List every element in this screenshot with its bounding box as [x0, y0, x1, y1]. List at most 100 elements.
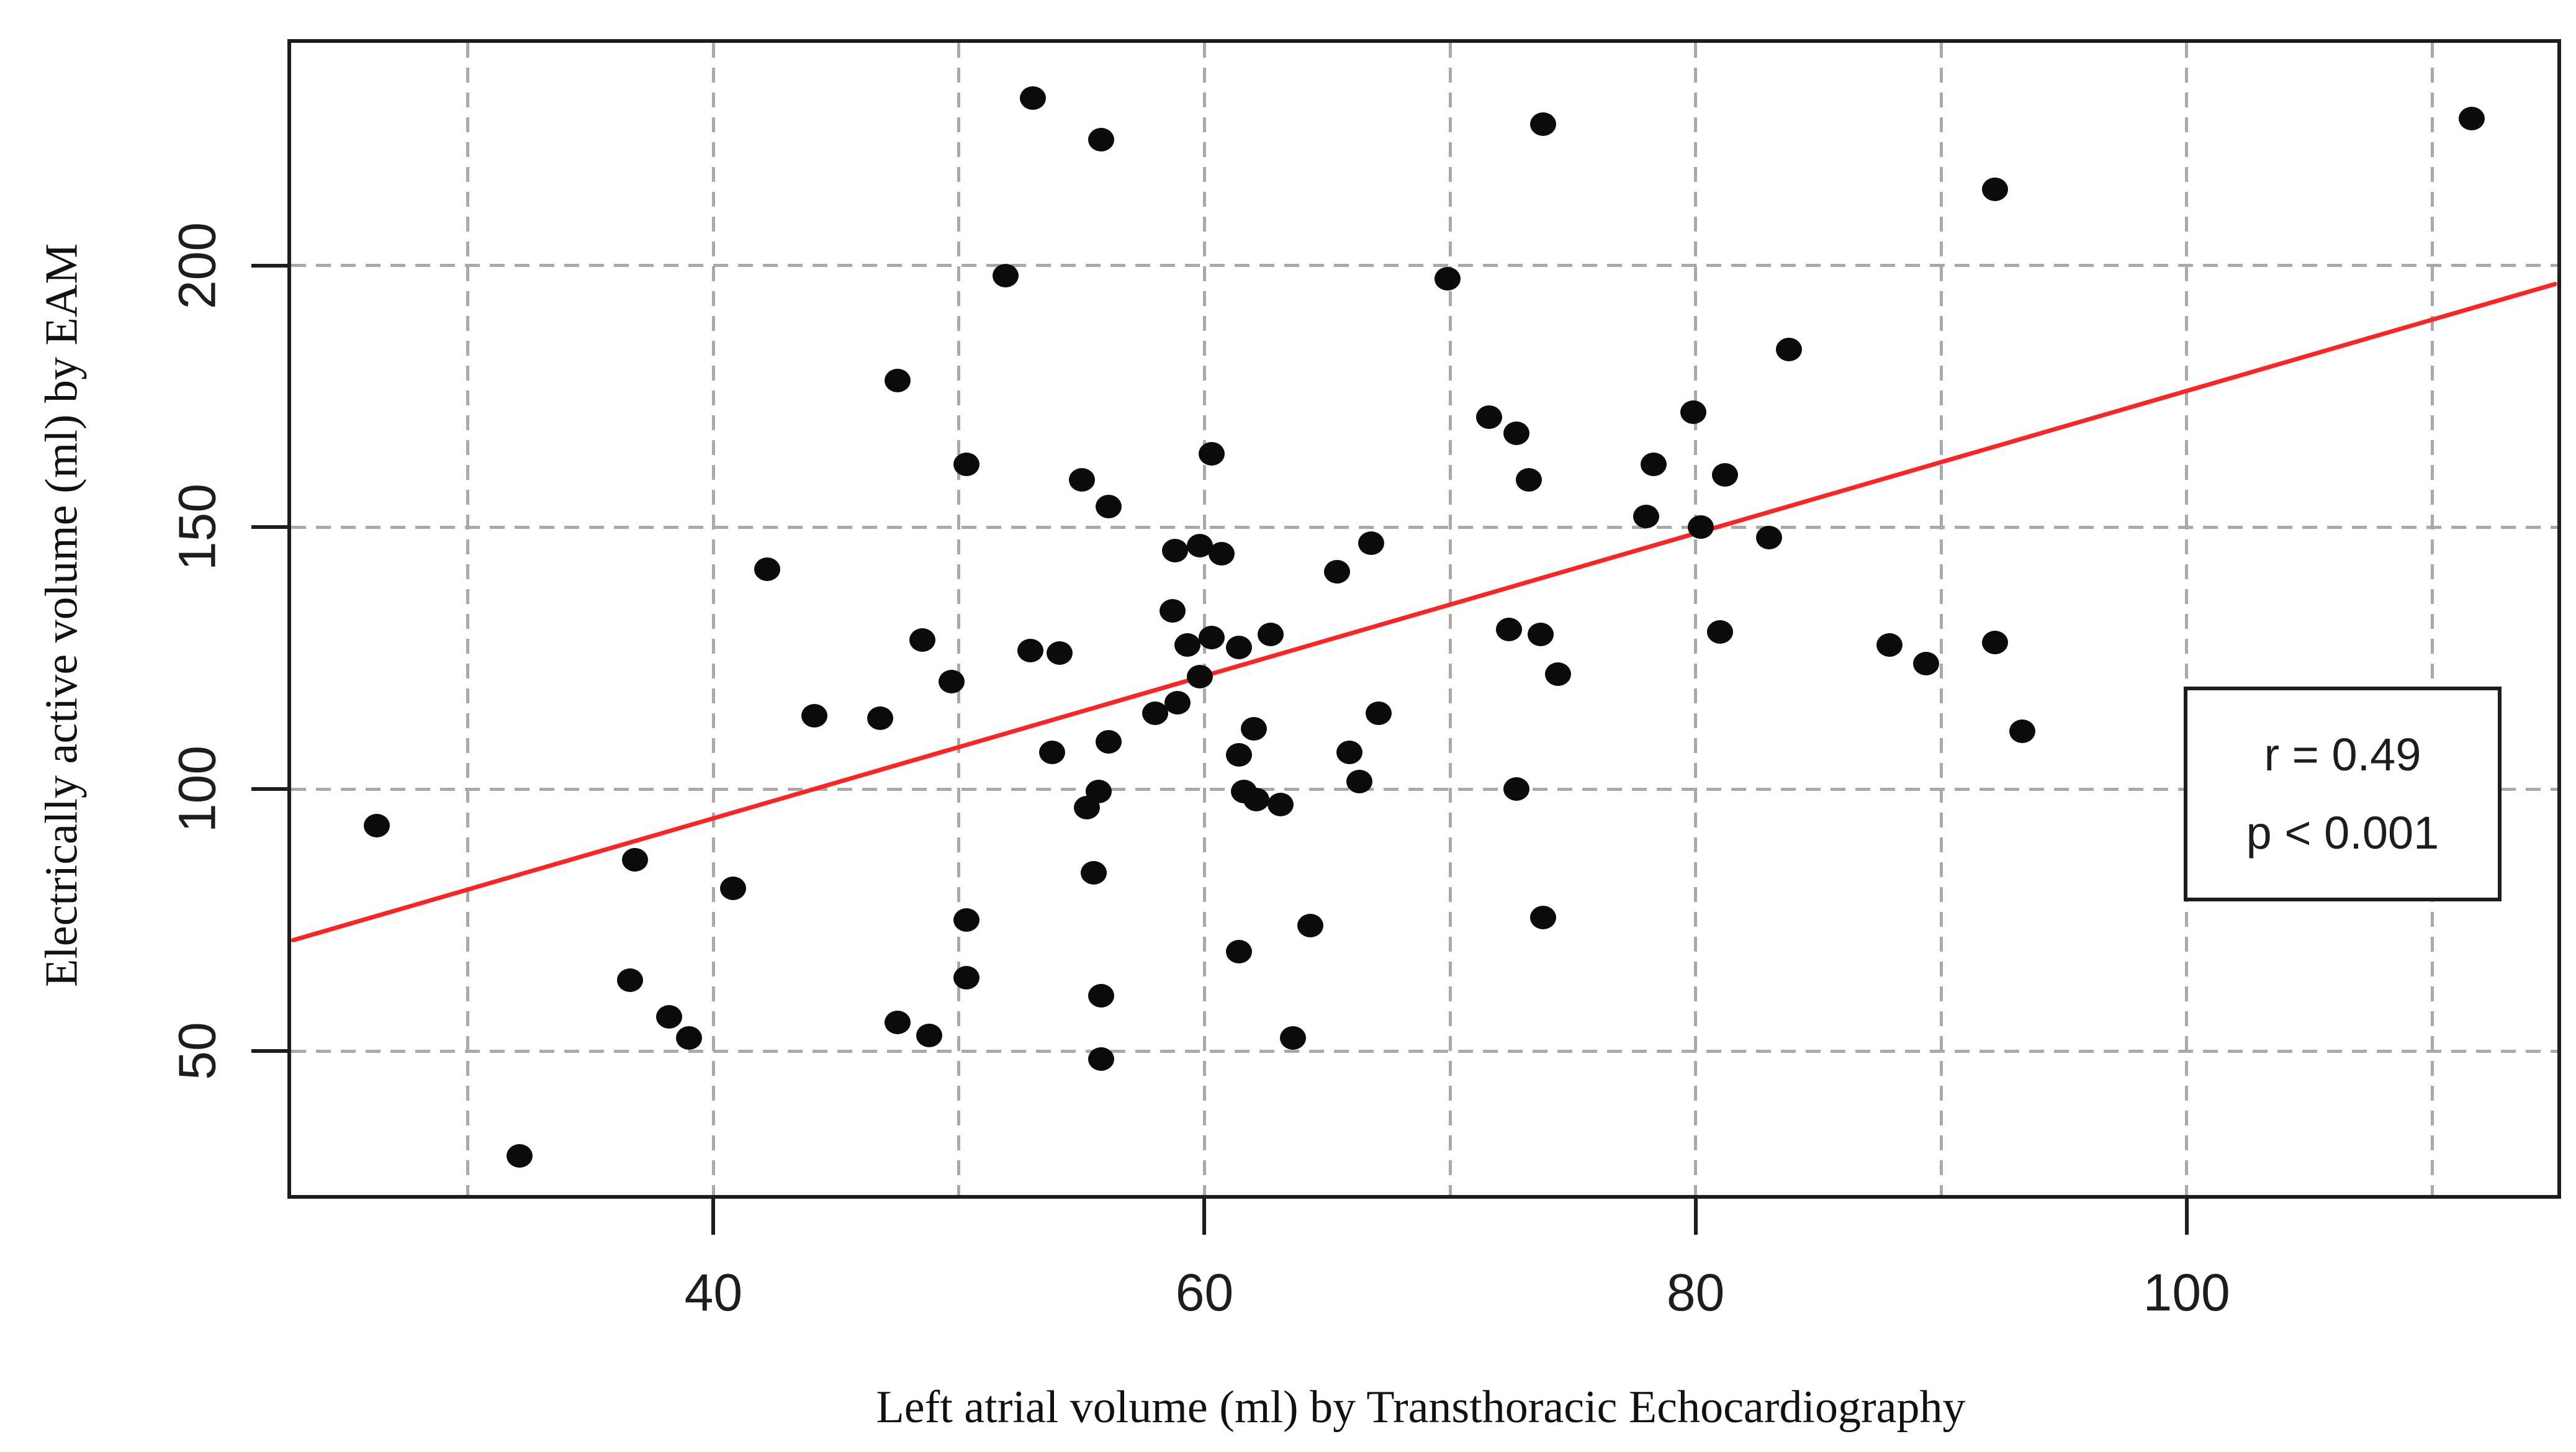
data-point [953, 965, 980, 990]
x-axis-tick [1202, 1199, 1207, 1235]
data-point [953, 453, 980, 477]
data-point [1086, 780, 1112, 804]
data-point [1366, 701, 1392, 725]
x-axis-tick [2184, 1199, 2189, 1235]
data-point [1068, 468, 1095, 492]
data-point [1324, 560, 1351, 584]
data-point [1081, 861, 1107, 885]
x-axis-tick [1693, 1199, 1698, 1235]
data-point [1982, 630, 2009, 654]
data-point [1174, 633, 1200, 657]
data-point [953, 908, 980, 932]
data-point [885, 369, 911, 393]
data-point [364, 814, 390, 838]
data-point [656, 1005, 683, 1029]
y-tick-label: 50 [168, 1022, 227, 1080]
data-point [1199, 442, 1225, 466]
data-point [1017, 638, 1043, 662]
data-point [1530, 905, 1557, 929]
vertical-gridline [2185, 43, 2189, 1195]
data-point [1707, 620, 1734, 644]
plot-area [287, 39, 2561, 1199]
data-point [1336, 741, 1362, 765]
vertical-gridline [1694, 43, 1698, 1195]
data-point [675, 1026, 702, 1050]
data-point [1503, 777, 1529, 801]
x-tick-label: 60 [1175, 1263, 1234, 1322]
data-point [867, 706, 894, 731]
vertical-gridline [1202, 43, 1206, 1195]
data-point [1186, 664, 1213, 688]
p-value: p < 0.001 [2246, 807, 2439, 859]
x-axis-tick [711, 1199, 716, 1235]
vertical-gridline [2430, 43, 2434, 1195]
y-tick-label: 100 [168, 746, 227, 833]
data-point [1495, 617, 1522, 641]
data-point [1712, 463, 1739, 487]
y-tick-label: 200 [168, 222, 227, 309]
data-point [1225, 939, 1252, 963]
data-point [1775, 337, 1802, 361]
vertical-gridline [711, 43, 715, 1195]
y-axis-tick [251, 525, 287, 530]
data-point [1225, 636, 1252, 660]
data-point [993, 264, 1019, 288]
data-point [1641, 453, 1667, 477]
data-point [2009, 719, 2035, 744]
y-axis-tick [251, 787, 287, 791]
horizontal-gridline [291, 264, 2557, 268]
data-point [1164, 690, 1191, 715]
vertical-gridline [1939, 43, 1943, 1195]
data-point [1240, 717, 1267, 741]
vertical-gridline [1448, 43, 1452, 1195]
x-tick-label: 100 [2143, 1263, 2230, 1322]
data-point [1503, 421, 1529, 445]
data-point [1199, 625, 1225, 649]
data-point [2458, 107, 2485, 131]
x-tick-label: 80 [1666, 1263, 1725, 1322]
x-tick-label: 40 [684, 1263, 743, 1322]
data-point [1096, 730, 1122, 754]
data-point [1687, 515, 1714, 539]
data-point [1039, 741, 1066, 765]
data-point [1142, 701, 1169, 725]
data-point [720, 877, 746, 901]
correlation-coefficient-value: r = 0.49 [2264, 729, 2421, 781]
data-point [916, 1023, 943, 1047]
data-point [1088, 984, 1115, 1008]
data-point [1358, 531, 1385, 555]
data-point [1019, 86, 1046, 110]
data-point [1096, 494, 1122, 518]
data-point [1279, 1026, 1306, 1050]
y-axis-title: Electrically active volume (ml) by EAM [36, 243, 88, 987]
stats-annotation-box: r = 0.49 p < 0.001 [2184, 687, 2502, 901]
data-point [1162, 539, 1188, 563]
y-axis-tick [251, 1049, 287, 1053]
data-point [1225, 743, 1252, 767]
data-point [1258, 623, 1284, 647]
data-point [616, 968, 643, 993]
data-point [1088, 128, 1115, 152]
y-axis-tick [251, 263, 287, 268]
data-point [1186, 533, 1213, 557]
horizontal-gridline [291, 787, 2557, 791]
data-point [1530, 112, 1557, 136]
vertical-gridline [957, 43, 961, 1195]
data-point [909, 628, 935, 652]
data-point [1528, 623, 1554, 647]
data-point [1680, 400, 1706, 424]
horizontal-gridline [291, 1049, 2557, 1053]
data-point [1633, 505, 1660, 529]
data-point [621, 848, 648, 872]
data-point [1160, 599, 1186, 623]
vertical-gridline [466, 43, 470, 1195]
data-point [1982, 178, 2009, 202]
data-point [939, 670, 965, 694]
data-point [1047, 641, 1073, 665]
data-point [1088, 1047, 1115, 1071]
data-point [885, 1010, 911, 1034]
data-point [801, 704, 827, 728]
data-point [1476, 405, 1503, 430]
data-point [1756, 526, 1783, 550]
